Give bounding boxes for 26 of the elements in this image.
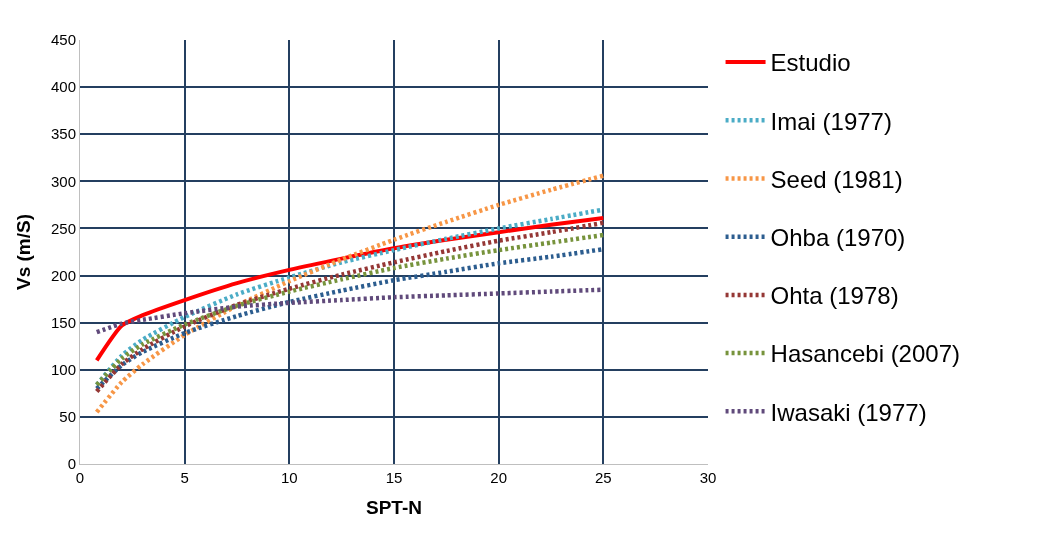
y-tick-label: 200 xyxy=(50,266,76,284)
legend-label: Ohta (1978) xyxy=(770,282,899,310)
x-tick-label: 20 xyxy=(490,469,508,486)
y-axis-title: Vs (m/S) xyxy=(12,213,34,291)
legend-label: Ohba (1970) xyxy=(770,224,906,252)
legend-label: Iwasaki (1977) xyxy=(770,398,927,426)
legend-label: Seed (1981) xyxy=(770,165,903,193)
x-axis-title: SPT-N xyxy=(366,496,422,518)
y-tick-label: 0 xyxy=(67,455,76,473)
y-tick-label: 300 xyxy=(50,172,76,190)
y-tick-label: 450 xyxy=(50,31,76,49)
legend-label: Hasancebi (2007) xyxy=(770,340,961,368)
x-tick-label: 5 xyxy=(180,469,189,486)
line-series xyxy=(94,173,606,415)
x-tick-label: 10 xyxy=(280,469,298,486)
y-tick-label: 150 xyxy=(50,313,76,331)
y-tick-label: 250 xyxy=(50,219,76,237)
x-tick-label: 15 xyxy=(385,469,403,486)
y-tick-label: 50 xyxy=(59,408,76,426)
y-tick-label: 400 xyxy=(50,78,76,96)
legend-label: Estudio xyxy=(770,49,851,77)
legend-label: Imai (1977) xyxy=(770,107,892,135)
x-tick-label: 30 xyxy=(699,469,717,486)
x-tick-label: 25 xyxy=(594,469,612,486)
y-tick-label: 350 xyxy=(50,125,76,143)
y-tick-label: 100 xyxy=(50,361,76,379)
